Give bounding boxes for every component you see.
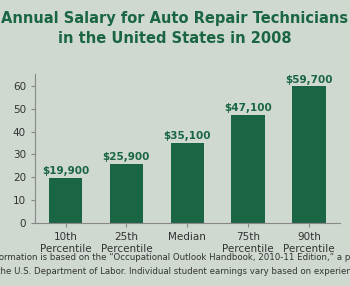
Text: Annual Salary for Auto Repair Technicians
in the United States in 2008: Annual Salary for Auto Repair Technician…: [1, 11, 349, 46]
Text: $19,900: $19,900: [42, 166, 89, 176]
Bar: [49, 178, 82, 223]
Text: $59,700: $59,700: [285, 75, 333, 85]
Bar: [110, 164, 143, 223]
Text: $35,100: $35,100: [163, 131, 211, 141]
Text: Salary information is based on the “Occupational Outlook Handbook, 2010-11 Editi: Salary information is based on the “Occu…: [0, 253, 350, 262]
Text: $47,100: $47,100: [224, 104, 272, 114]
Text: $25,900: $25,900: [103, 152, 150, 162]
Bar: [231, 115, 265, 223]
Text: of the U.S. Department of Labor. Individual student earnings vary based on exper: of the U.S. Department of Labor. Individ…: [0, 267, 350, 276]
Bar: [292, 86, 326, 223]
Bar: [170, 143, 204, 223]
